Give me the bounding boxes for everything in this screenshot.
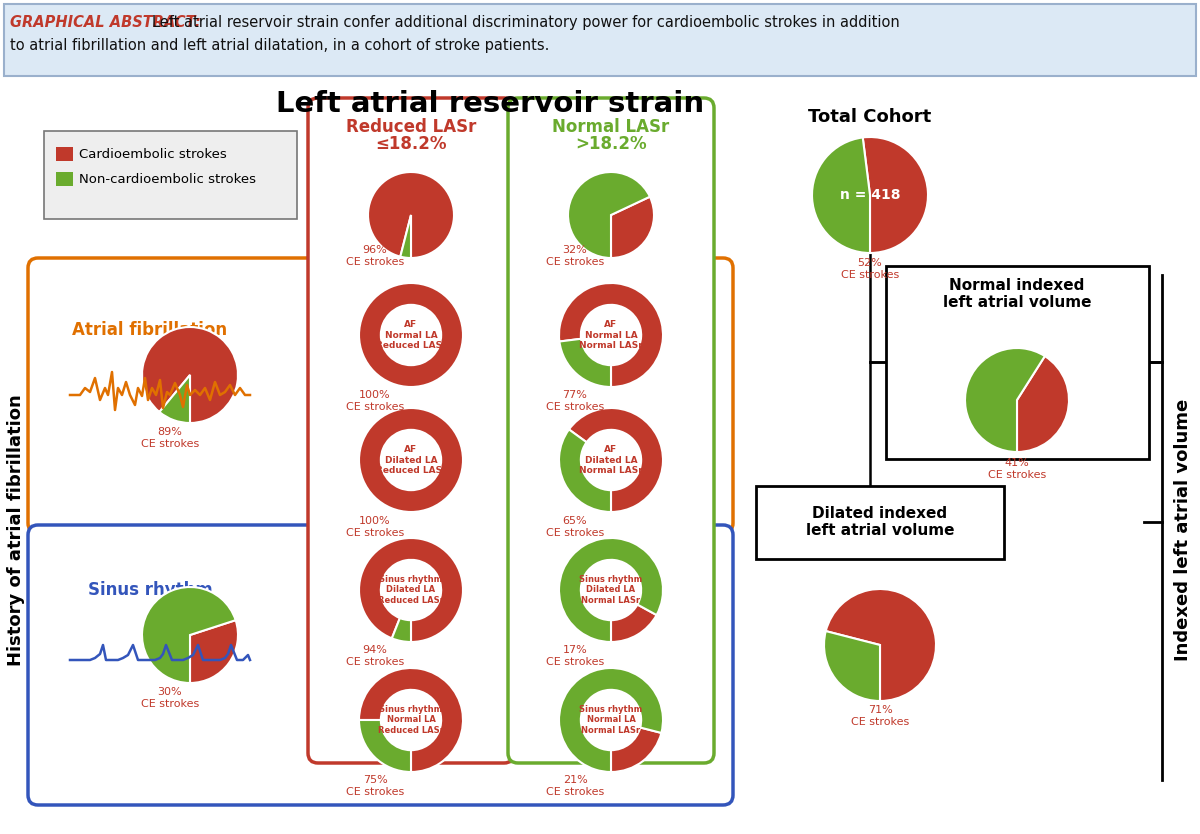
Text: AF
Dilated LA
Reduced LASr: AF Dilated LA Reduced LASr [376,445,446,475]
Wedge shape [568,172,650,258]
Text: Non-cardioembolic strokes: Non-cardioembolic strokes [79,173,256,185]
Wedge shape [359,668,463,772]
Text: 52%
CE strokes: 52% CE strokes [841,258,899,279]
Text: AF
Normal LA
Normal LASr: AF Normal LA Normal LASr [580,320,643,350]
Wedge shape [559,668,662,772]
Text: 21%
CE strokes: 21% CE strokes [546,775,604,796]
Wedge shape [359,408,463,512]
Text: Reduced LASr: Reduced LASr [346,118,476,136]
Wedge shape [142,327,238,423]
Text: Cardioembolic strokes: Cardioembolic strokes [79,148,227,160]
Bar [56,147,73,161]
Wedge shape [190,620,238,683]
FancyBboxPatch shape [508,98,714,763]
Text: Left atrial reservoir strain confer additional discriminatory power for cardioem: Left atrial reservoir strain confer addi… [152,15,900,30]
FancyBboxPatch shape [44,131,298,219]
FancyBboxPatch shape [28,258,733,533]
Wedge shape [160,375,190,423]
Text: Sinus rhythm
Dilated LA
Reduced LASr: Sinus rhythm Dilated LA Reduced LASr [378,575,444,605]
Text: >18.2%: >18.2% [575,135,647,153]
Wedge shape [611,197,654,258]
Text: Sinus rhythm: Sinus rhythm [88,581,212,599]
Wedge shape [392,618,410,642]
Wedge shape [359,538,463,642]
FancyBboxPatch shape [308,98,514,763]
Wedge shape [863,137,928,253]
Text: Sinus rhythm
Normal LA
Normal LASr: Sinus rhythm Normal LA Normal LASr [580,705,643,735]
Text: n = 418: n = 418 [840,188,900,202]
Text: 100%
CE strokes: 100% CE strokes [346,390,404,412]
Wedge shape [368,172,454,258]
Text: Indexed left atrial volume: Indexed left atrial volume [1174,399,1192,661]
Wedge shape [559,538,662,642]
Text: Sinus rhythm
Normal LA
Reduced LASr: Sinus rhythm Normal LA Reduced LASr [378,705,444,735]
Wedge shape [401,215,410,258]
FancyBboxPatch shape [886,266,1150,459]
Text: 32%
CE strokes: 32% CE strokes [546,245,604,267]
Wedge shape [359,283,463,387]
Text: 30%
CE strokes: 30% CE strokes [140,687,199,709]
Wedge shape [611,605,656,642]
Text: Dilated indexed
left atrial volume: Dilated indexed left atrial volume [805,505,954,538]
Text: GRAPHICAL ABSTRACT:: GRAPHICAL ABSTRACT: [10,15,200,30]
Text: Normal LASr: Normal LASr [552,118,670,136]
Wedge shape [142,587,235,683]
Text: to atrial fibrillation and left atrial dilatation, in a cohort of stroke patient: to atrial fibrillation and left atrial d… [10,38,550,53]
Wedge shape [965,348,1045,452]
Text: 75%
CE strokes: 75% CE strokes [346,775,404,796]
Wedge shape [611,727,661,772]
Text: 89%
CE strokes: 89% CE strokes [140,427,199,449]
Bar [56,172,73,186]
Wedge shape [1018,356,1069,452]
Text: Left atrial reservoir strain: Left atrial reservoir strain [276,90,704,118]
Wedge shape [359,720,410,772]
Wedge shape [824,631,880,701]
FancyBboxPatch shape [28,525,733,805]
Text: Sinus rhythm
Dilated LA
Normal LASr: Sinus rhythm Dilated LA Normal LASr [580,575,643,605]
Text: AF
Dilated LA
Normal LASr: AF Dilated LA Normal LASr [580,445,643,475]
Wedge shape [559,339,611,387]
Text: 77%
CE strokes: 77% CE strokes [546,390,604,412]
Text: ≤18.2%: ≤18.2% [376,135,446,153]
FancyBboxPatch shape [4,4,1196,76]
Wedge shape [569,408,662,512]
Text: AF
Normal LA
Reduced LASr: AF Normal LA Reduced LASr [376,320,446,350]
Text: 96%
CE strokes: 96% CE strokes [346,245,404,267]
Text: 71%
CE strokes: 71% CE strokes [851,705,910,726]
Text: 94%
CE strokes: 94% CE strokes [346,645,404,666]
Text: 17%
CE strokes: 17% CE strokes [546,645,604,666]
Wedge shape [826,589,936,701]
Text: Atrial fibrillation: Atrial fibrillation [72,321,228,339]
Wedge shape [812,138,870,253]
Text: History of atrial fibrillation: History of atrial fibrillation [7,394,25,666]
Wedge shape [559,430,611,512]
FancyBboxPatch shape [756,486,1004,559]
Wedge shape [559,283,662,387]
Text: Total Cohort: Total Cohort [809,108,931,126]
Text: 65%
CE strokes: 65% CE strokes [546,516,604,538]
Text: Normal indexed
left atrial volume: Normal indexed left atrial volume [943,278,1091,310]
Text: 100%
CE strokes: 100% CE strokes [346,516,404,538]
Text: 41%
CE strokes: 41% CE strokes [988,458,1046,480]
